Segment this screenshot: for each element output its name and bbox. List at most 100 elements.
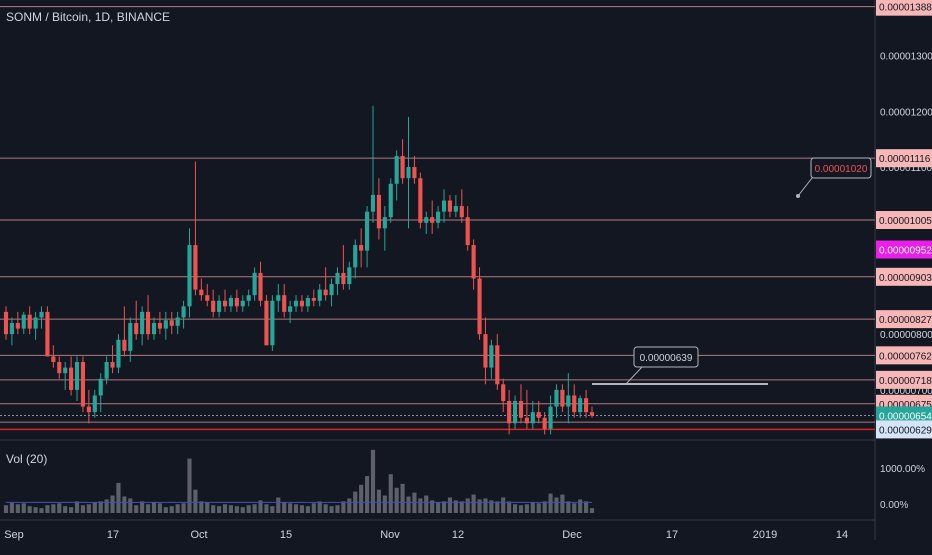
volume-bar	[542, 501, 547, 513]
candle-body	[110, 362, 115, 368]
candle-body	[3, 311, 9, 335]
price-level-tag-bg	[876, 370, 932, 389]
candle-body	[15, 323, 20, 329]
volume-bar	[394, 487, 399, 513]
volume-bar	[430, 500, 435, 513]
volume-bar	[483, 498, 488, 513]
volume-bar	[140, 501, 145, 513]
candle-body	[45, 311, 50, 357]
volume-bar	[335, 505, 340, 513]
volume-bar	[495, 501, 500, 513]
candle-body	[228, 297, 234, 307]
candle-body	[293, 300, 299, 307]
volume-bar	[33, 507, 38, 513]
chart-title: SONM / Bitcoin, 1D, BINANCE	[6, 10, 171, 24]
candle-body	[157, 323, 162, 329]
volume-bar	[39, 508, 44, 513]
volume-bar	[217, 506, 222, 513]
volume-axis-label: 0.00%	[880, 500, 908, 511]
candle-body	[27, 314, 32, 329]
volume-bar	[45, 505, 50, 513]
volume-bar	[122, 496, 127, 513]
volume-bar	[134, 505, 139, 513]
volume-bar	[211, 505, 216, 513]
volume-bar	[536, 503, 541, 513]
time-tick-label: 17	[107, 529, 119, 541]
time-tick-label: 12	[452, 529, 464, 541]
time-tick-label: 15	[280, 529, 292, 541]
volume-bar	[246, 505, 251, 513]
price-level-tag-bg	[876, 149, 932, 168]
volume-bar	[305, 506, 310, 513]
candle-body	[524, 417, 529, 424]
volume-bar	[258, 500, 263, 513]
volume-bar	[518, 505, 524, 513]
price-level-tag-bg	[876, 346, 932, 365]
candle-body	[376, 194, 381, 229]
candle-body	[258, 272, 263, 301]
price-level-tag-bg	[876, 0, 932, 16]
volume-bar	[128, 498, 133, 513]
candle-body	[86, 406, 91, 413]
volume-bar	[15, 504, 20, 513]
candle-body	[447, 200, 453, 212]
candle-body	[418, 178, 423, 223]
volume-bar	[199, 501, 204, 513]
price-tick-label: 0.00001300	[880, 52, 932, 63]
candle-body	[140, 311, 145, 335]
volume-bar	[370, 449, 376, 513]
candle-body	[169, 320, 174, 326]
volume-bar	[560, 494, 565, 513]
candle-body	[329, 284, 334, 296]
candle-body	[98, 378, 103, 396]
candle-body	[353, 245, 358, 268]
volume-bar	[566, 501, 571, 513]
candle-body	[548, 406, 553, 429]
volume-bar	[270, 506, 275, 513]
magenta-level-tag-bg	[876, 240, 932, 259]
volume-bar	[151, 502, 157, 513]
volume-bar	[589, 508, 595, 513]
annotation-box-1	[810, 157, 872, 179]
volume-bar	[317, 501, 322, 513]
candle-body	[151, 323, 157, 335]
price-level-tag: 0.00001388	[879, 3, 932, 14]
candle-body	[530, 412, 535, 424]
candle-body	[477, 278, 482, 335]
volume-bar	[193, 489, 198, 513]
candle-body	[264, 300, 269, 346]
volume-bar	[341, 501, 346, 513]
volume-bar	[181, 503, 186, 513]
volume-bar	[282, 502, 287, 513]
volume-bar	[228, 505, 234, 513]
candle-body	[217, 300, 222, 312]
annotation-anchor-1	[796, 194, 800, 198]
volume-bar	[465, 498, 470, 513]
volume-bar	[418, 498, 423, 513]
volume-bar	[51, 504, 56, 513]
candle-body	[288, 306, 293, 312]
volume-bar	[175, 504, 180, 513]
candle-body	[270, 300, 275, 346]
price-level-tag: 0.00000675	[879, 400, 932, 411]
annotation-text-1: 0.00001020	[815, 164, 868, 175]
candle-body	[501, 384, 506, 402]
volume-bar	[293, 504, 299, 513]
candle-body	[471, 245, 476, 279]
volume-bar	[477, 499, 482, 513]
candle-body	[57, 362, 62, 374]
volume-bar	[80, 505, 86, 513]
candle-body	[584, 398, 589, 413]
candle-body	[181, 306, 186, 318]
volume-bar	[299, 505, 305, 513]
candle-body	[554, 389, 559, 407]
price-tick-label: 0.00001100	[880, 163, 932, 174]
volume-bar	[530, 502, 535, 513]
candle-body	[163, 320, 168, 329]
candle-body	[341, 272, 346, 285]
candle-body	[116, 339, 121, 368]
candle-body	[388, 183, 393, 218]
volume-bar	[252, 504, 257, 513]
